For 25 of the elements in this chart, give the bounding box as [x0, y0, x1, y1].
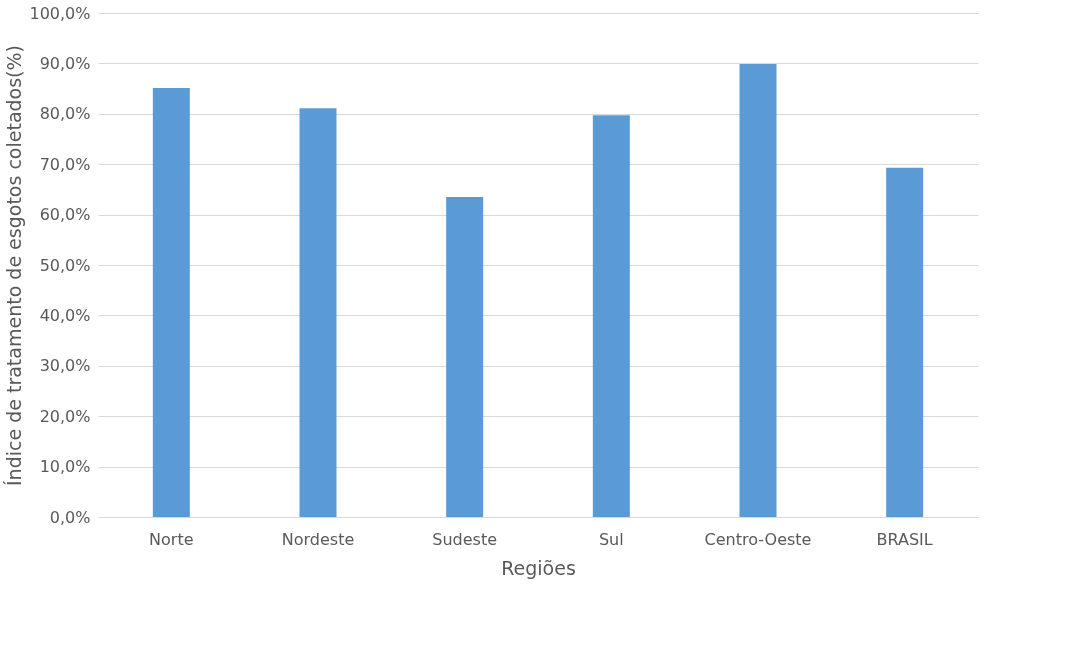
y-tick-label: 80,0% [39, 104, 91, 124]
x-tick-label: Nordeste [281, 529, 355, 549]
y-tick-label: 20,0% [39, 406, 91, 426]
y-tick-label: 0,0% [49, 507, 91, 527]
bar [446, 196, 484, 517]
x-tick-label: Sudeste [432, 529, 498, 549]
y-tick-label: 100,0% [29, 3, 91, 23]
y-tick-label: 30,0% [39, 356, 91, 376]
y-tick-label: 10,0% [39, 457, 91, 477]
x-tick-label: Centro-Oeste [704, 529, 812, 549]
bar [739, 63, 777, 517]
y-tick-label: 90,0% [39, 53, 91, 73]
bar [152, 88, 190, 517]
x-axis-title: Regiões [501, 556, 576, 579]
bar [886, 167, 924, 517]
y-tick-label: 40,0% [39, 305, 91, 325]
y-axis-title: Índice de tratamento de esgotos coletados(%) [3, 45, 26, 486]
x-tick-label: BRASIL [876, 529, 933, 549]
y-tick-label: 50,0% [39, 255, 91, 275]
y-tick-label: 60,0% [39, 205, 91, 225]
x-tick-label: Sul [598, 529, 624, 549]
x-tick-label: Norte [149, 529, 194, 549]
bar [299, 108, 337, 517]
y-tick-label: 70,0% [39, 154, 91, 174]
bar [592, 115, 630, 517]
